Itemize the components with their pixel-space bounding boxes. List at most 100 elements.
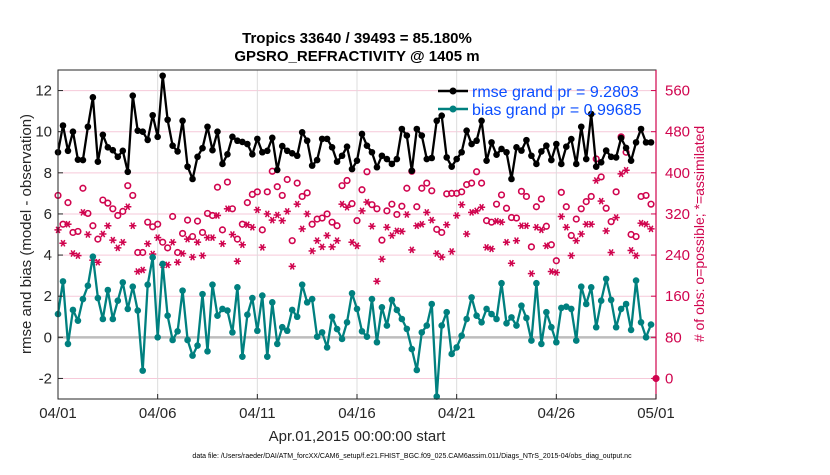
bias-point (179, 287, 186, 294)
bias-point (59, 278, 67, 285)
rmse-point (79, 156, 87, 164)
possible-obs-point (223, 178, 232, 186)
assimilated-obs-point (94, 258, 102, 266)
bias-point (229, 329, 236, 336)
rmse-point (553, 140, 560, 148)
bias-point (607, 296, 615, 304)
legend-bias-marker (449, 105, 457, 113)
bias-point (493, 315, 500, 323)
bias-point (259, 292, 266, 299)
assimilated-obs-point (333, 237, 341, 245)
rmse-point (139, 128, 147, 135)
assimilated-obs-point (288, 262, 296, 270)
assimilated-obs-point (567, 252, 575, 260)
possible-obs-point (458, 188, 466, 196)
footer-data-file: data file: /Users/raeder/DAI/ATM_forcXX/… (192, 453, 632, 460)
assimilated-obs-point (79, 208, 87, 216)
rmse-point (109, 146, 117, 154)
bias-point (283, 327, 291, 335)
possible-obs-point (428, 187, 436, 195)
rmse-point (343, 143, 351, 150)
possible-obs-point (468, 179, 476, 187)
assimilated-obs-point (527, 270, 536, 278)
possible-obs-point (418, 184, 426, 192)
bias-point (134, 307, 142, 314)
possible-obs-point (522, 192, 531, 201)
y-tick-label-left: 8 (44, 165, 52, 182)
assimilated-obs-point (154, 234, 162, 242)
rmse-point (288, 149, 296, 157)
assimilated-obs-point (258, 243, 266, 251)
assimilated-obs-point (119, 238, 127, 246)
assimilated-obs-point (487, 245, 496, 253)
bias-point (553, 338, 560, 346)
y-tick-label-left: 10 (35, 124, 52, 141)
rmse-point (632, 139, 640, 146)
possible-obs-point (438, 228, 446, 237)
possible-obs-point (94, 235, 102, 243)
assimilated-obs-point (308, 247, 316, 255)
rmse-point (328, 144, 336, 151)
possible-obs-point (393, 210, 401, 219)
rmse-point (264, 147, 271, 155)
possible-obs-point (353, 217, 361, 225)
bias-point (318, 329, 326, 336)
bias-point (124, 305, 132, 313)
rmse-point (528, 152, 535, 160)
possible-obs-point (597, 173, 605, 181)
rmse-point (59, 122, 67, 129)
bias-point (443, 308, 451, 316)
y-tick-label-left: -2 (39, 370, 52, 387)
bias-point (632, 277, 640, 284)
assimilated-obs-point (512, 237, 521, 245)
bias-point (563, 303, 570, 310)
bias-point (94, 294, 102, 302)
bias-point (508, 314, 515, 321)
bias-point (303, 299, 311, 306)
possible-obs-point (278, 191, 286, 200)
assimilated-obs-point (323, 232, 331, 240)
bias-point (264, 353, 271, 360)
rmse-point (229, 133, 236, 141)
rmse-point (378, 152, 386, 160)
possible-obs-point (612, 188, 620, 196)
rmse-point (353, 157, 361, 164)
rmse-point (298, 129, 306, 136)
possible-obs-point (99, 196, 107, 204)
rmse-point (533, 160, 540, 168)
assimilated-obs-point (248, 223, 256, 231)
assimilated-obs-point (228, 230, 237, 239)
bias-point (368, 295, 376, 303)
assimilated-obs-point (338, 200, 346, 208)
assimilated-obs-point (238, 241, 246, 249)
bias-point (438, 322, 446, 329)
assimilated-obs-point (134, 268, 142, 276)
assimilated-obs-point (188, 253, 197, 261)
assimilated-obs-point (174, 258, 182, 266)
rmse-point (523, 136, 530, 144)
bias-point (393, 306, 401, 314)
assimilated-obs-point (482, 243, 491, 251)
rmse-point (283, 147, 291, 155)
assimilated-obs-point (104, 222, 112, 230)
possible-obs-point (164, 244, 172, 252)
assimilated-obs-point (358, 207, 366, 215)
possible-obs-point (527, 243, 536, 251)
assimilated-obs-point (124, 203, 132, 211)
assimilated-obs-point (303, 210, 311, 218)
assimilated-obs-point (522, 222, 531, 230)
assimilated-obs-point (418, 220, 426, 228)
plot-marks (54, 72, 660, 400)
rmse-point (358, 130, 366, 138)
chart-title-line-1: Tropics 33640 / 39493 = 85.180% (242, 30, 472, 47)
bias-point (154, 334, 161, 341)
possible-obs-point (473, 168, 481, 176)
rmse-point (94, 158, 102, 166)
possible-obs-point (358, 186, 366, 194)
rmse-point (368, 148, 376, 156)
assimilated-obs-point (468, 208, 476, 216)
rmse-point (408, 167, 416, 175)
assimilated-obs-point (408, 246, 416, 254)
possible-obs-point (537, 195, 545, 203)
